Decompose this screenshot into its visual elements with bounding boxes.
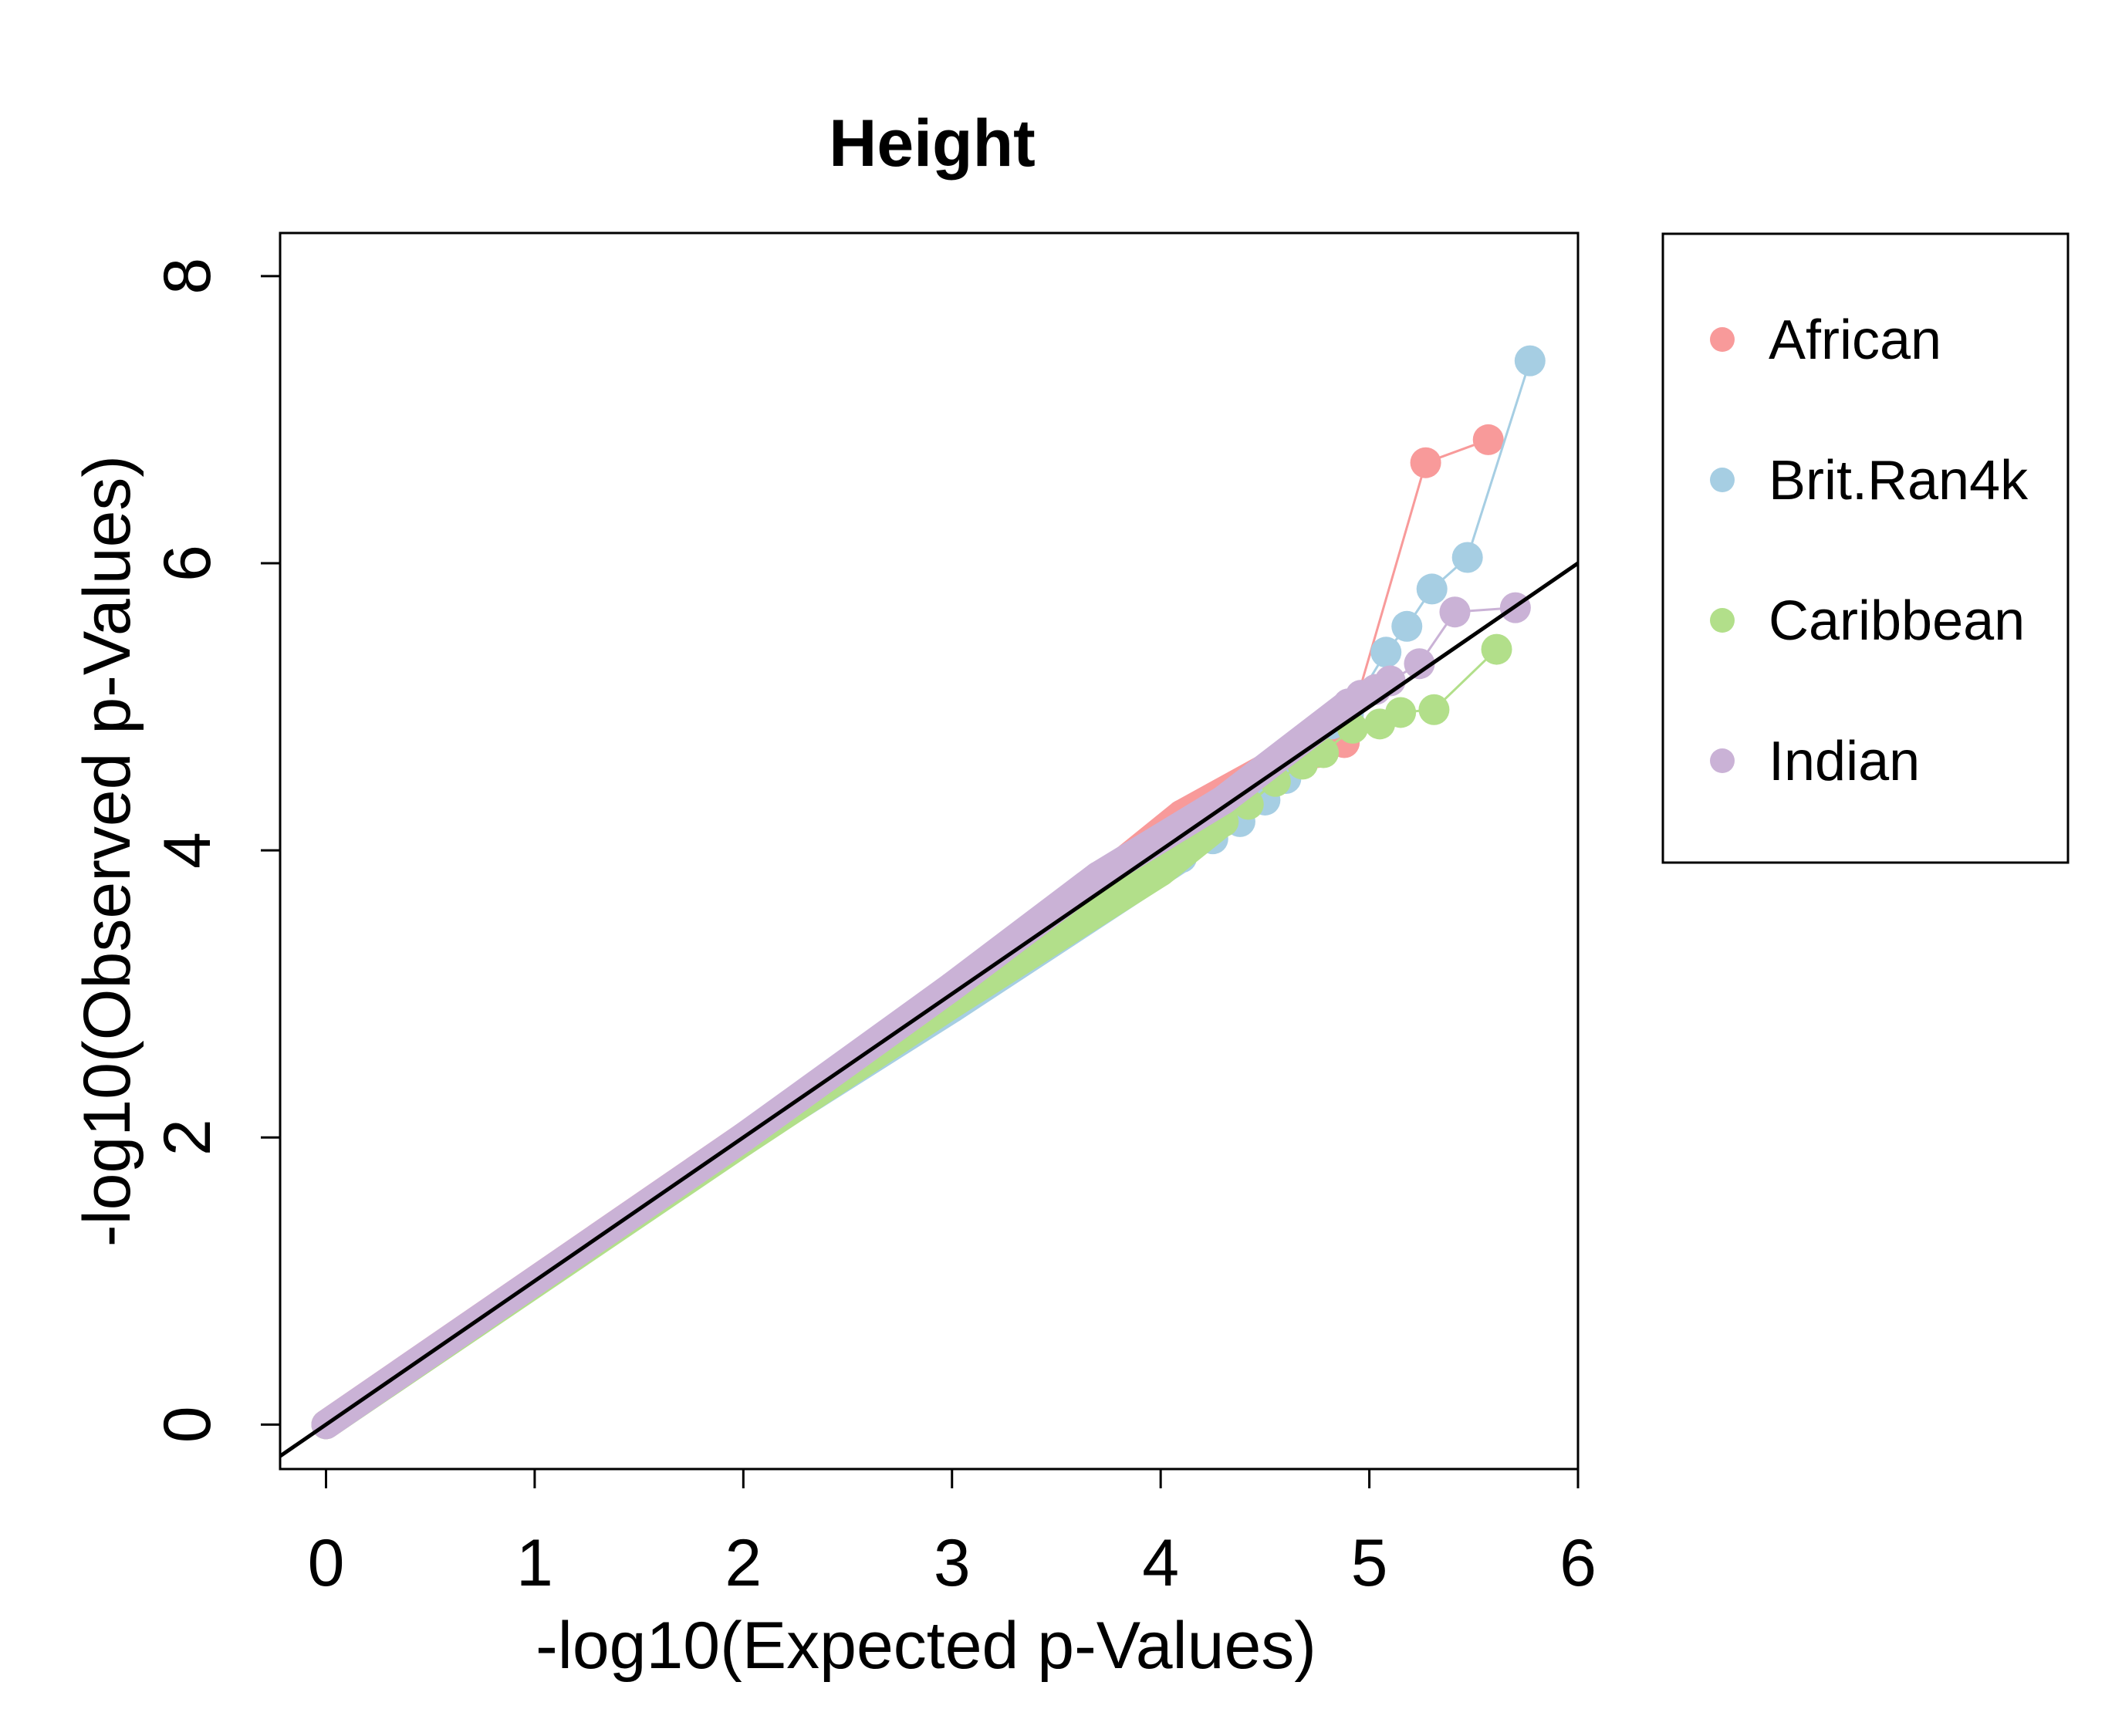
brit-ran4k-point-9 bbox=[1370, 637, 1402, 668]
african-point-10 bbox=[1472, 424, 1504, 455]
x-tick-label-1: 1 bbox=[516, 1526, 553, 1600]
chart-title: Height bbox=[829, 106, 1036, 181]
legend-label-brit-ran4k: Brit.Ran4k bbox=[1769, 450, 2029, 512]
legend: African Brit.Ran4k Caribbean Indian bbox=[1661, 232, 2070, 864]
african-point-9 bbox=[1410, 447, 1441, 478]
brit-ran4k-point-13 bbox=[1514, 345, 1546, 377]
legend-marker-indian bbox=[1710, 748, 1735, 773]
caribbean-connector-line bbox=[1222, 648, 1498, 823]
x-tick-label-6: 6 bbox=[1559, 1526, 1597, 1600]
y-tick-label-1: 2 bbox=[150, 1119, 225, 1156]
y-tick-label-4: 8 bbox=[150, 258, 225, 295]
plot-frame bbox=[279, 231, 1580, 1471]
series-brit-ran4k bbox=[311, 345, 1546, 1440]
brit-ran4k-point-11 bbox=[1416, 573, 1448, 605]
y-tick-label-3: 6 bbox=[150, 545, 225, 582]
indian-dense-band-4 bbox=[1208, 689, 1363, 815]
legend-label-caribbean: Caribbean bbox=[1769, 590, 2025, 652]
caribbean-point-8 bbox=[1418, 694, 1450, 725]
x-axis: 0 1 2 3 4 5 6 bbox=[308, 1467, 1597, 1600]
indian-point-4 bbox=[1404, 648, 1435, 680]
x-tick-label-3: 3 bbox=[934, 1526, 971, 1600]
legend-label-indian: Indian bbox=[1769, 731, 1920, 792]
reference-line-layer bbox=[280, 560, 1578, 1459]
caribbean-point-7 bbox=[1385, 697, 1417, 728]
y-axis-label: -log10(Observed p-Values) bbox=[70, 455, 144, 1247]
x-tick-label-5: 5 bbox=[1351, 1526, 1388, 1600]
caribbean-dense-band-2 bbox=[937, 856, 1176, 1019]
series-layer bbox=[311, 345, 1546, 1440]
legend-marker-caribbean bbox=[1710, 608, 1735, 633]
x-tick-label-4: 4 bbox=[1142, 1526, 1179, 1600]
legend-marker-african bbox=[1710, 327, 1735, 352]
caribbean-point-9 bbox=[1481, 633, 1512, 665]
indian-point-5 bbox=[1439, 596, 1471, 628]
legend-label-african: African bbox=[1769, 309, 1941, 371]
x-axis-label: -log10(Expected p-Values) bbox=[536, 1609, 1316, 1683]
brit-ran4k-point-10 bbox=[1391, 610, 1423, 642]
y-tick-label-2: 4 bbox=[150, 832, 225, 869]
x-tick-label-2: 2 bbox=[725, 1526, 762, 1600]
indian-dense-band-2 bbox=[937, 861, 1113, 1001]
y-tick-label-0: 0 bbox=[150, 1406, 225, 1443]
y-axis: 0 2 4 6 8 bbox=[150, 258, 282, 1443]
x-tick-label-0: 0 bbox=[308, 1526, 345, 1600]
indian-dense-band-3 bbox=[1083, 785, 1238, 891]
reference-line bbox=[280, 560, 1578, 1459]
brit-ran4k-point-12 bbox=[1451, 542, 1483, 573]
legend-box bbox=[1661, 232, 2070, 864]
series-african bbox=[311, 424, 1504, 1440]
legend-marker-brit-ran4k bbox=[1710, 468, 1735, 492]
